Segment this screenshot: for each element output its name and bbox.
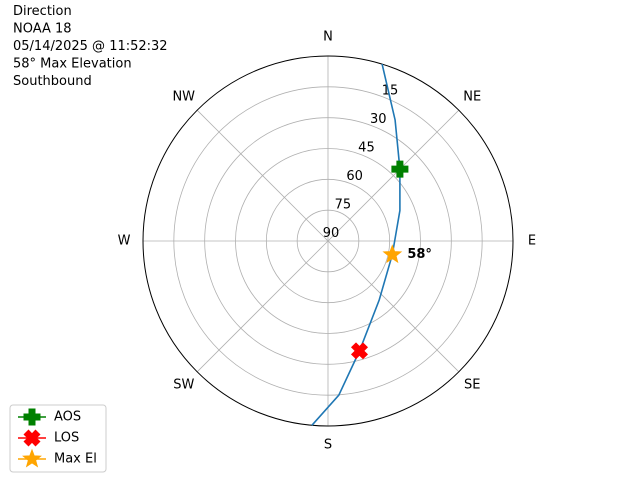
marker-plus	[391, 160, 409, 178]
legend-marker	[23, 408, 41, 426]
legend: AOS LOS Max El	[9, 404, 107, 473]
legend-label: LOS	[54, 431, 79, 446]
r-tick-label: 75	[335, 198, 352, 213]
r-tick-label: 30	[370, 112, 387, 127]
grid-circle	[173, 86, 483, 396]
legend-marker	[22, 448, 42, 468]
direction-label: NE	[463, 89, 481, 104]
r-tick-label: 45	[358, 141, 375, 156]
title-line: Direction	[13, 4, 72, 19]
direction-label: NW	[172, 89, 195, 104]
direction-label: E	[528, 234, 536, 249]
r-tick-label: 90	[323, 226, 340, 241]
legend-label: Max El	[54, 452, 97, 467]
outer-frame	[142, 55, 514, 427]
legend-label: AOS	[54, 410, 81, 425]
direction-label: S	[324, 438, 332, 453]
r-tick-label: 15	[382, 84, 399, 99]
r-tick-label: 60	[346, 169, 363, 184]
direction-label: N	[323, 30, 333, 45]
track-line	[311, 63, 401, 426]
legend-marker	[23, 429, 41, 447]
title-line: 58° Max Elevation	[13, 57, 132, 72]
grid-circle	[296, 209, 360, 273]
title-line: NOAA 18	[13, 21, 72, 36]
direction-label: SE	[464, 378, 480, 393]
direction-label: W	[118, 234, 131, 249]
annotation: 58°	[407, 247, 432, 262]
marker-x	[350, 342, 369, 360]
marker-star	[382, 244, 403, 264]
grid-circle	[265, 178, 391, 304]
direction-label: SW	[173, 378, 194, 393]
grid-circle	[204, 117, 452, 365]
grid	[143, 56, 513, 426]
title-line: 05/14/2025 @ 11:52:32	[13, 39, 168, 54]
grid-circle	[235, 148, 421, 334]
title-line: Southbound	[13, 74, 92, 89]
